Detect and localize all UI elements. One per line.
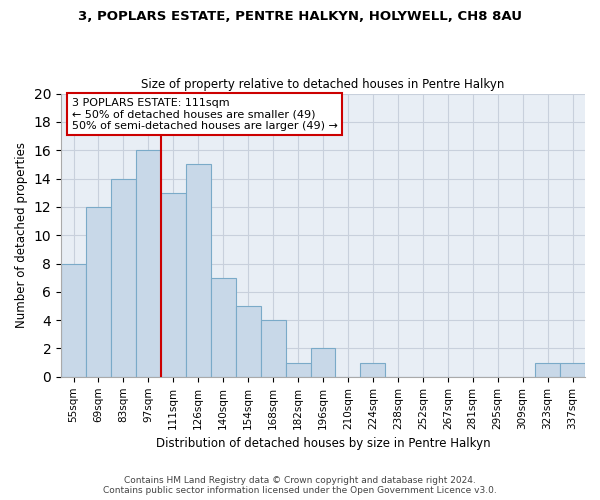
Title: Size of property relative to detached houses in Pentre Halkyn: Size of property relative to detached ho… xyxy=(142,78,505,91)
Y-axis label: Number of detached properties: Number of detached properties xyxy=(15,142,28,328)
Bar xyxy=(86,207,111,377)
Bar xyxy=(560,362,585,377)
Bar xyxy=(535,362,560,377)
Text: 3 POPLARS ESTATE: 111sqm
← 50% of detached houses are smaller (49)
50% of semi-d: 3 POPLARS ESTATE: 111sqm ← 50% of detach… xyxy=(71,98,337,131)
Bar xyxy=(186,164,211,377)
Text: Contains HM Land Registry data © Crown copyright and database right 2024.
Contai: Contains HM Land Registry data © Crown c… xyxy=(103,476,497,495)
X-axis label: Distribution of detached houses by size in Pentre Halkyn: Distribution of detached houses by size … xyxy=(156,437,490,450)
Bar xyxy=(136,150,161,377)
Bar xyxy=(311,348,335,377)
Bar xyxy=(111,178,136,377)
Bar xyxy=(236,306,260,377)
Bar xyxy=(211,278,236,377)
Bar xyxy=(361,362,385,377)
Bar xyxy=(286,362,311,377)
Bar xyxy=(61,264,86,377)
Bar xyxy=(260,320,286,377)
Bar xyxy=(161,192,186,377)
Text: 3, POPLARS ESTATE, PENTRE HALKYN, HOLYWELL, CH8 8AU: 3, POPLARS ESTATE, PENTRE HALKYN, HOLYWE… xyxy=(78,10,522,23)
